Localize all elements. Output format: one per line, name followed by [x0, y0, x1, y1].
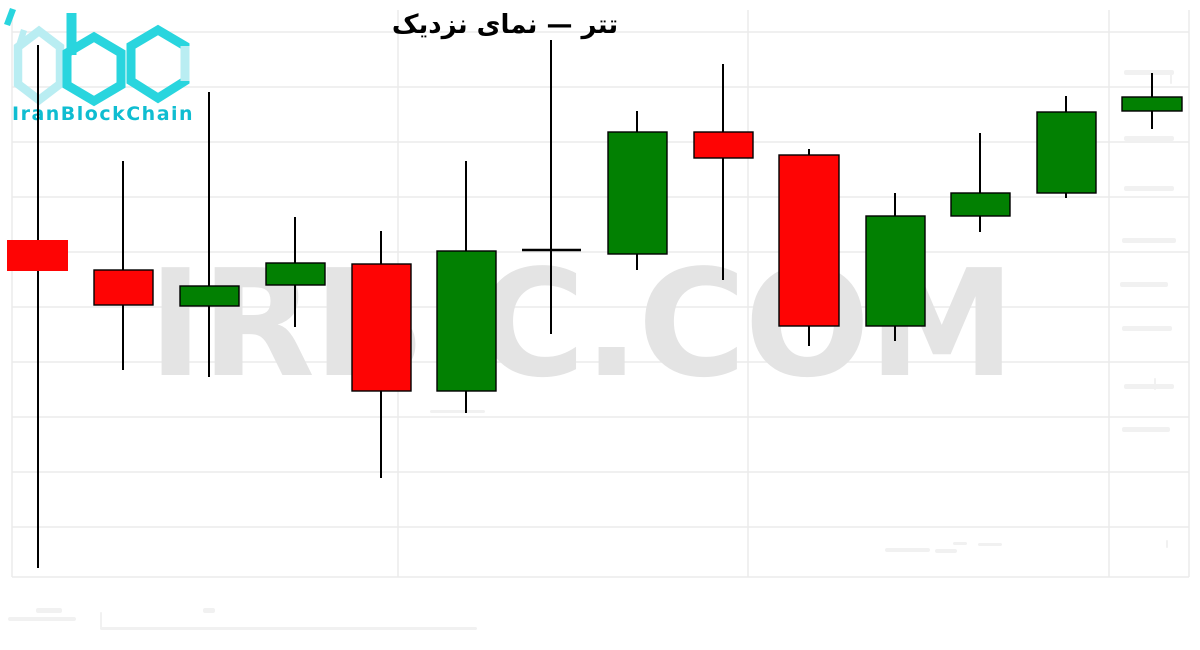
erased-label-ghost: [1122, 326, 1172, 331]
erased-label-ghost: [36, 608, 62, 613]
erased-label-ghost: [953, 542, 967, 545]
erased-label-ghost: [935, 549, 957, 553]
erased-label-ghost: [1124, 136, 1174, 141]
chart-title: تتر — نمای نزدیک: [391, 10, 619, 40]
erased-label-ghost: [1122, 238, 1176, 243]
candle-body-down: [93, 269, 154, 306]
candle-body-up: [265, 262, 326, 286]
erased-label-ghost: [978, 543, 1002, 546]
erased-label-ghost: [1124, 70, 1174, 75]
candle-body-up: [179, 285, 240, 307]
erased-label-ghost: [430, 410, 485, 413]
candle-body-up: [607, 131, 668, 255]
erased-label-ghost: [1124, 186, 1174, 191]
candle-body-down: [693, 131, 754, 159]
erased-label-ghost: [1120, 282, 1168, 287]
candle-body-up: [436, 250, 497, 392]
candle-body-up: [1036, 111, 1097, 194]
candle-body-down: [351, 263, 412, 392]
erased-label-ghost: [885, 548, 930, 552]
erased-label-ghost: [203, 608, 215, 613]
logo-wordmark: IranBlockChain: [12, 103, 195, 125]
candle-body-down: [778, 154, 840, 327]
erased-label-ghost: [100, 627, 477, 630]
erased-label-ghost: [8, 617, 76, 621]
erased-label-ghost: [1166, 540, 1168, 548]
erased-label-ghost: [1170, 72, 1172, 84]
candle-body-up: [865, 215, 926, 327]
candle-body-up: [1121, 96, 1183, 112]
candle-body-up: [950, 192, 1011, 217]
erased-label-ghost: [1124, 384, 1174, 389]
candle-body-down: [7, 240, 68, 271]
erased-label-ghost: [1122, 427, 1170, 432]
erased-label-ghost: [100, 612, 102, 628]
